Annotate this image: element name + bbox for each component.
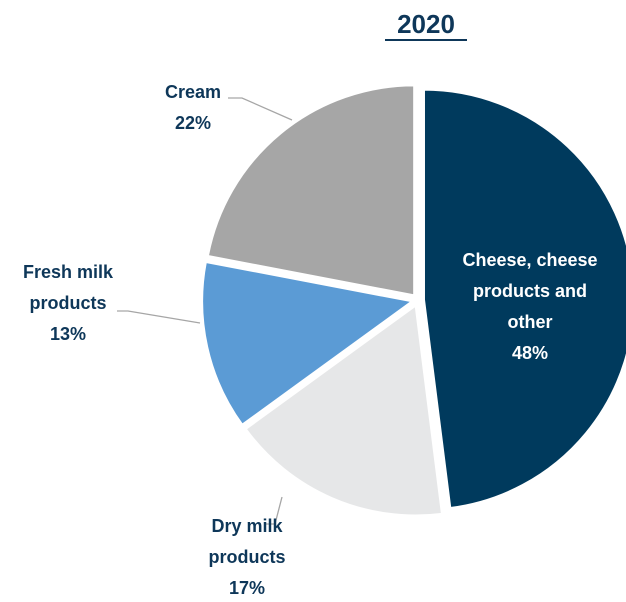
slice-cream <box>206 84 416 297</box>
category-label-line: products <box>29 293 106 313</box>
category-label-line: Cheese, cheese <box>462 250 597 270</box>
leader-fresh-milk <box>117 310 201 324</box>
slice-labels: Cheese, cheese products and other 48% Dry mi… <box>23 82 598 598</box>
chart-title: 2020 <box>397 9 455 39</box>
category-label-line: Dry milk <box>211 516 283 536</box>
label-fresh-milk: Fresh milk products 13% <box>23 262 114 344</box>
slice-cheese <box>422 88 626 510</box>
label-cheese: Cheese, cheese products and other 48% <box>462 250 597 363</box>
percent-label: 22% <box>175 113 211 133</box>
slice-fresh-milk <box>201 260 415 427</box>
category-label-line: products and <box>473 281 587 301</box>
label-dry-milk: Dry milk products 17% <box>208 516 285 598</box>
category-label-line: Cream <box>165 82 221 102</box>
slice-dry-milk <box>244 303 444 517</box>
leader-lines <box>117 97 293 525</box>
label-cream: Cream 22% <box>165 82 221 133</box>
category-label-line: products <box>208 547 285 567</box>
percent-label: 17% <box>229 578 265 598</box>
pie-slices <box>201 84 626 517</box>
leader-cream <box>228 97 293 121</box>
percent-label: 48% <box>512 343 548 363</box>
chart-title-group: 2020 <box>385 9 467 41</box>
leader-dry-milk <box>265 496 283 525</box>
category-label-line: Fresh milk <box>23 262 114 282</box>
category-label-line: other <box>508 312 553 332</box>
percent-label: 13% <box>50 324 86 344</box>
